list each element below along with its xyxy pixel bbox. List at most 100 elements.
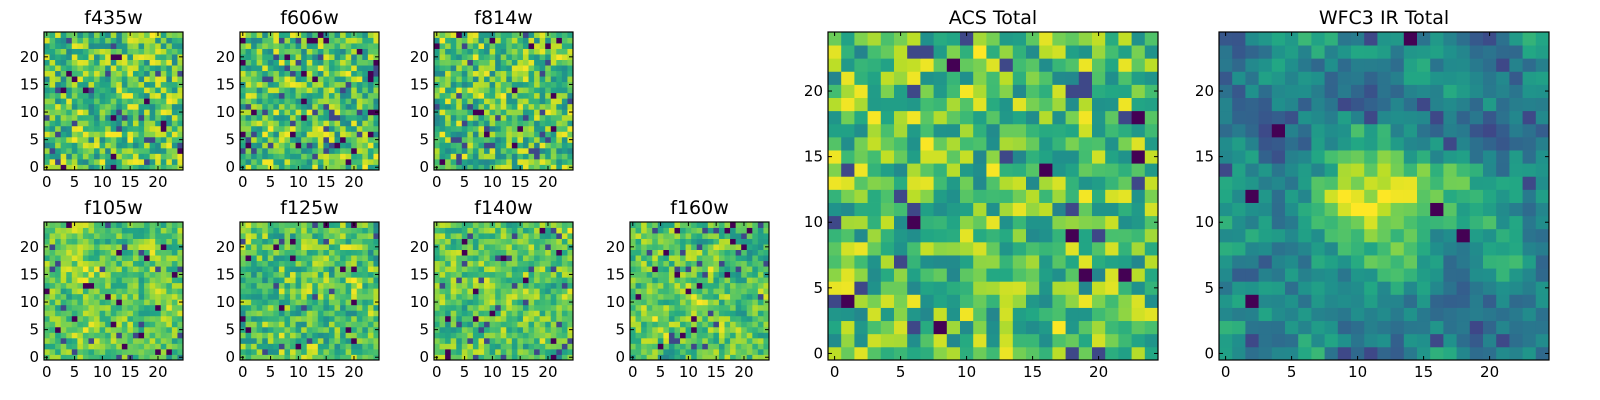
heatmap-cell <box>741 348 748 355</box>
heatmap-cell <box>434 249 440 256</box>
heatmap-cell <box>166 120 173 127</box>
heatmap-cell <box>522 147 529 154</box>
heatmap-cell <box>88 114 95 121</box>
heatmap-cell <box>999 215 1014 230</box>
heatmap-cell <box>356 164 363 171</box>
heatmap-cell <box>110 92 117 99</box>
heatmap-cell <box>1144 268 1159 282</box>
heatmap-cell <box>301 48 308 55</box>
heatmap-cell <box>880 215 895 230</box>
heatmap-cell <box>506 48 513 55</box>
heatmap-cell <box>262 70 269 77</box>
heatmap-cell <box>484 70 490 77</box>
heatmap-cell <box>77 266 84 273</box>
heatmap-cell <box>439 125 446 132</box>
y-tick-label: 0 <box>615 348 625 366</box>
heatmap-cell <box>312 98 319 105</box>
heatmap-cell <box>757 288 764 295</box>
heatmap-cell <box>171 354 178 361</box>
heatmap-cell <box>946 189 961 203</box>
heatmap-cell <box>171 136 178 143</box>
heatmap-cell <box>177 103 184 110</box>
heatmap-cell <box>55 59 62 66</box>
heatmap-cell <box>82 120 89 127</box>
heatmap-cell <box>334 233 341 239</box>
heatmap-cell <box>290 81 296 88</box>
heatmap-cell <box>763 348 770 355</box>
heatmap-cell <box>534 249 541 256</box>
heatmap-cell <box>484 271 490 278</box>
heatmap-cell <box>685 288 692 295</box>
heatmap-cell <box>730 238 737 245</box>
heatmap-cell <box>439 310 446 317</box>
heatmap-cell <box>262 299 269 306</box>
heatmap-cell <box>121 222 128 228</box>
heatmap-cell <box>155 348 162 355</box>
heatmap-cell <box>685 249 692 256</box>
heatmap-cell <box>284 337 291 344</box>
heatmap-cell <box>171 103 178 110</box>
heatmap-cell <box>144 304 151 311</box>
heatmap-cell <box>290 332 296 339</box>
heatmap-cell <box>691 293 698 300</box>
heatmap-cell <box>323 43 330 49</box>
heatmap-cell <box>334 348 341 355</box>
heatmap-cell <box>973 307 987 322</box>
heatmap-cell <box>828 268 842 282</box>
heatmap-cell <box>334 227 341 234</box>
heatmap-cell <box>251 65 258 72</box>
heatmap-cell <box>528 54 535 60</box>
heatmap-cell <box>867 281 882 295</box>
heatmap-cell <box>752 315 759 322</box>
heatmap-cell <box>251 233 258 239</box>
heatmap-cell <box>506 120 513 127</box>
heatmap-cell <box>345 233 352 239</box>
heatmap-cell <box>630 282 636 289</box>
heatmap-cell <box>160 293 167 300</box>
heatmap-cell <box>99 326 106 333</box>
x-tick-label: 5 <box>266 363 276 381</box>
heatmap-cell <box>44 337 50 344</box>
heatmap-cell <box>295 136 302 143</box>
heatmap-cell <box>746 255 753 262</box>
heatmap-cell <box>461 238 468 245</box>
heatmap-cell <box>345 142 352 149</box>
heatmap-cell <box>746 222 753 228</box>
heatmap-cell <box>550 76 557 83</box>
heatmap-cell <box>351 277 358 284</box>
heatmap-cell <box>511 37 518 44</box>
heatmap-cell <box>461 131 468 138</box>
heatmap-cell <box>49 249 56 256</box>
heatmap-cell <box>539 92 546 99</box>
heatmap-cell <box>267 227 274 234</box>
heatmap-cell <box>55 136 62 143</box>
heatmap-cell <box>450 147 457 154</box>
heatmap-cell <box>445 158 452 165</box>
heatmap-cell <box>484 233 490 239</box>
heatmap-cell <box>752 222 759 228</box>
heatmap-cell <box>472 348 479 355</box>
heatmap-cell <box>367 136 374 143</box>
heatmap-cell <box>66 266 73 273</box>
heatmap-cell <box>328 48 335 55</box>
heatmap-cell <box>506 337 513 344</box>
heatmap-cell <box>71 98 78 105</box>
heatmap-cell <box>301 266 308 273</box>
heatmap-cell <box>373 348 380 355</box>
heatmap-cell <box>240 87 246 94</box>
heatmap-cell <box>171 299 178 306</box>
heatmap-cell <box>478 65 485 72</box>
heatmap-cell <box>132 332 139 339</box>
heatmap-cell <box>66 332 73 339</box>
heatmap-cell <box>166 233 173 239</box>
heatmap-cell <box>245 98 252 105</box>
heatmap-cell <box>668 249 675 256</box>
heatmap-cell <box>746 332 753 339</box>
heatmap-cell <box>724 260 731 267</box>
heatmap-cell <box>240 92 246 99</box>
heatmap-cell <box>713 260 720 267</box>
heatmap-cell <box>328 164 335 171</box>
heatmap-cell <box>567 332 574 339</box>
heatmap-cell <box>894 255 908 269</box>
heatmap-cell <box>960 202 974 217</box>
